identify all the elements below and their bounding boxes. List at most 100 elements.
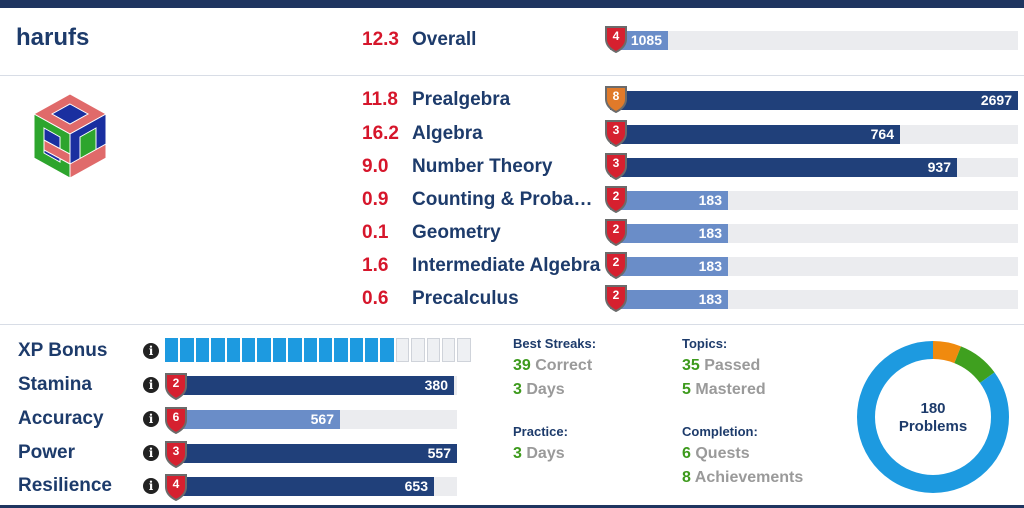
stat-label: Resilience — [18, 475, 112, 496]
info-icon[interactable]: i — [143, 478, 159, 494]
subject-row[interactable]: 0.1 Geometry 183 2 — [0, 218, 1024, 246]
stat-row-resilience[interactable]: Resilience i 653 4 — [0, 473, 470, 501]
level-shield-icon: 2 — [603, 185, 629, 213]
subject-name[interactable]: Prealgebra — [412, 89, 511, 110]
subject-row[interactable]: 11.8 Prealgebra 2697 8 — [0, 86, 1024, 113]
level-shield-icon: 2 — [603, 284, 629, 312]
level-shield-icon: 2 — [603, 251, 629, 279]
donut-segment-blue — [857, 341, 1009, 493]
stat-value: 380 — [424, 377, 448, 393]
xp-segment — [211, 338, 225, 362]
username[interactable]: harufs — [16, 24, 90, 51]
subject-score: 9.0 — [362, 156, 389, 177]
subject-value: 937 — [927, 159, 951, 175]
xp-segment — [257, 338, 271, 362]
subject-score: 1.6 — [362, 255, 389, 276]
best-streak-correct: 39 Correct — [513, 357, 593, 374]
topics-passed: 35 Passed — [682, 357, 761, 374]
subject-bar-fill: 183 — [610, 290, 728, 309]
bottom-accent-bar — [0, 505, 1024, 508]
stat-bar-fill: 380 — [172, 376, 454, 395]
info-icon[interactable]: i — [143, 377, 159, 393]
level-shield-icon: 6 — [163, 406, 189, 434]
stat-row-accuracy[interactable]: Accuracy i 567 6 — [0, 406, 470, 434]
topics-mastered: 5 Mastered — [682, 381, 766, 398]
stat-bar-fill: 653 — [172, 477, 434, 496]
stat-bar: 653 — [172, 477, 457, 496]
subject-name[interactable]: Precalculus — [412, 288, 519, 309]
subject-bar: 183 — [610, 191, 1018, 210]
xp-segment — [349, 338, 364, 362]
subject-name[interactable]: Algebra — [412, 123, 483, 144]
xp-segment — [395, 338, 410, 362]
subject-score: 11.8 — [362, 89, 398, 110]
subject-row[interactable]: 1.6 Intermediate Algebra 183 2 — [0, 251, 1024, 279]
stat-row-power[interactable]: Power i 557 3 — [0, 440, 470, 468]
subject-name[interactable]: Geometry — [412, 222, 501, 243]
stat-value: 557 — [427, 445, 451, 461]
xp-segment — [165, 338, 179, 362]
subject-bar-fill: 764 — [610, 125, 900, 144]
problems-count: 180 — [920, 400, 946, 417]
practice-title: Practice: — [513, 424, 568, 439]
overall-bar: 1085 — [610, 31, 1018, 50]
stat-bar-fill: 567 — [172, 410, 340, 429]
stat-label: Accuracy — [18, 408, 104, 429]
subject-name[interactable]: Counting & Probabi… — [412, 189, 602, 210]
info-icon[interactable]: i — [143, 445, 159, 461]
donut-center-label: 180 Problems — [856, 400, 1010, 436]
xp-bonus-label: XP Bonus — [18, 340, 108, 361]
subject-row[interactable]: 0.9 Counting & Probabi… 183 2 — [0, 185, 1024, 213]
subject-bar-fill: 183 — [610, 224, 728, 243]
stat-value: 567 — [310, 411, 334, 427]
stat-row-stamina[interactable]: Stamina i 380 2 — [0, 372, 470, 400]
xp-segment — [241, 338, 256, 362]
level-shield-icon: 2 — [163, 372, 189, 400]
xp-segment — [442, 338, 456, 362]
subject-bar: 764 — [610, 125, 1018, 144]
subject-row[interactable]: 9.0 Number Theory 937 3 — [0, 152, 1024, 180]
xp-segment — [365, 338, 379, 362]
xp-segment — [272, 338, 287, 362]
xp-segment — [180, 338, 194, 362]
subject-value: 2697 — [980, 92, 1012, 108]
problems-label: Problems — [898, 418, 968, 435]
xp-segment — [411, 338, 425, 362]
info-icon[interactable]: i — [143, 343, 159, 359]
level-shield-icon: 2 — [603, 218, 629, 246]
topics-title: Topics: — [682, 336, 728, 351]
best-streak-days: 3 Days — [513, 381, 565, 398]
stat-bar-fill: 557 — [172, 444, 457, 463]
subject-name[interactable]: Number Theory — [412, 156, 553, 177]
xp-segment — [426, 338, 441, 362]
completion-quests: 6 Quests — [682, 445, 750, 462]
subject-bar: 183 — [610, 257, 1018, 276]
xp-segment — [334, 338, 348, 362]
info-icon[interactable]: i — [143, 411, 159, 427]
subject-bar: 937 — [610, 158, 1018, 177]
subject-bar: 2697 — [610, 91, 1018, 110]
subject-row[interactable]: 16.2 Algebra 764 3 — [0, 119, 1024, 147]
xp-segment — [318, 338, 333, 362]
stat-bar: 567 — [172, 410, 457, 429]
subject-name[interactable]: Intermediate Algebra — [412, 255, 601, 276]
subject-bar-fill: 2697 — [610, 91, 1018, 110]
xp-segment — [288, 338, 302, 362]
overall-value: 1085 — [630, 32, 662, 48]
overall-rating-row[interactable]: 12.3 Overall 1085 4 — [0, 25, 1024, 53]
problems-donut-chart[interactable] — [856, 340, 1010, 494]
level-shield-icon: 3 — [603, 152, 629, 180]
divider — [0, 324, 1024, 325]
xp-segment — [457, 338, 471, 362]
stat-bar: 380 — [172, 376, 457, 395]
level-shield-icon: 4 — [603, 25, 629, 53]
subject-value: 183 — [698, 258, 722, 274]
stat-label: Power — [18, 442, 76, 463]
level-shield-icon: 3 — [603, 119, 629, 147]
xp-bonus-row[interactable]: XP Bonus i — [0, 338, 470, 364]
subject-value: 183 — [698, 291, 722, 307]
subject-bar: 183 — [610, 290, 1018, 309]
subject-value: 764 — [870, 126, 894, 142]
subject-row[interactable]: 0.6 Precalculus 183 2 — [0, 284, 1024, 312]
completion-achievements: 8 Achievements — [682, 469, 804, 486]
